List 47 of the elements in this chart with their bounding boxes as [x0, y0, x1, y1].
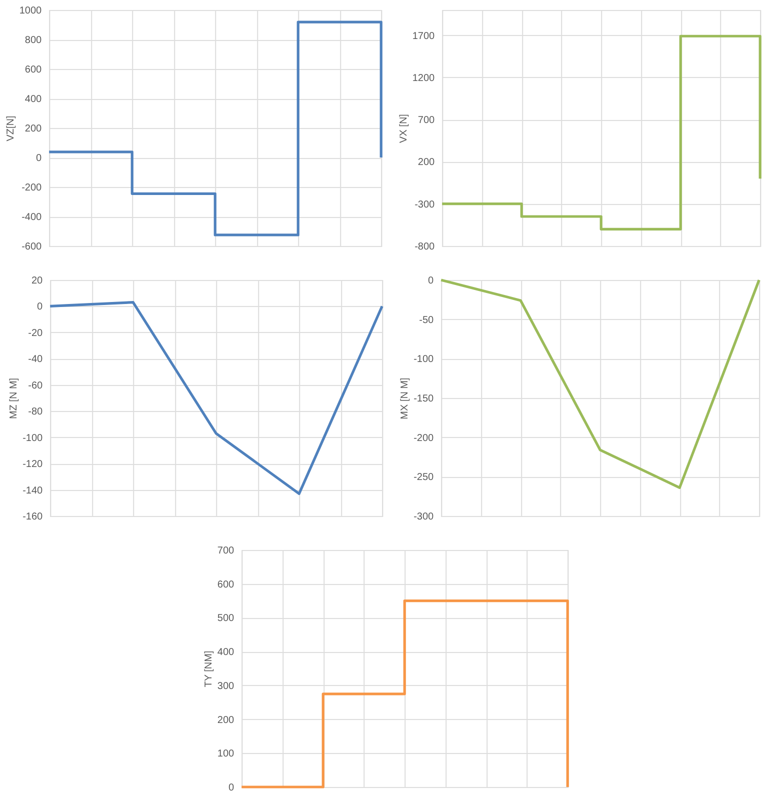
y-axis-title: VZ[N] [5, 116, 16, 142]
y-tick-label: -40 [28, 354, 44, 366]
y-tick-label: -400 [22, 212, 42, 223]
y-tick-label: 1700 [412, 30, 436, 42]
y-tick-label: 0 [36, 153, 42, 164]
y-tick-label: 1200 [412, 72, 436, 84]
line-series [48, 300, 384, 496]
y-tick-label: 600 [24, 64, 42, 76]
y-tick-label: -100 [22, 432, 44, 444]
y-tick-label: -300 [414, 199, 436, 210]
y-tick-label: -80 [28, 406, 44, 418]
y-tick-label: 0 [228, 782, 235, 792]
y-tick-label: -800 [414, 242, 436, 252]
y-tick-label: -160 [22, 512, 44, 522]
y-tick-label: -100 [414, 354, 434, 366]
y-tick-label: -300 [414, 512, 434, 522]
y-tick-label: 0 [37, 302, 44, 313]
y-tick-label: 0 [428, 276, 434, 286]
y-tick-label: -20 [28, 328, 44, 339]
y-tick-label: 300 [217, 680, 235, 692]
y-tick-label: 200 [24, 124, 42, 134]
y-tick-label: -250 [414, 472, 434, 484]
y-tick-label: 700 [217, 546, 235, 556]
y-tick-label: -50 [419, 314, 434, 326]
y-axis-title: TY [NM] [203, 650, 214, 688]
y-axis-title: MX [N M] [400, 377, 411, 420]
y-tick-label: 400 [24, 94, 42, 105]
y-tick-label: 200 [418, 157, 436, 168]
y-tick-label: 1000 [19, 6, 42, 16]
y-axis-title: MZ [N M] [8, 378, 20, 420]
y-tick-label: 200 [217, 714, 235, 726]
y-tick-label: -200 [414, 432, 434, 444]
y-tick-label: -120 [22, 459, 44, 470]
y-tick-label: -600 [22, 242, 42, 252]
y-tick-label: -200 [22, 182, 42, 194]
y-tick-label: 100 [217, 748, 235, 760]
y-tick-label: 20 [31, 276, 44, 286]
line-series [440, 278, 760, 489]
y-tick-label: -140 [22, 485, 44, 496]
y-tick-label: 400 [217, 647, 235, 658]
y-axis-title: VX [N] [398, 114, 410, 143]
y-tick-label: 500 [217, 613, 235, 624]
y-tick-label: -60 [28, 380, 44, 392]
y-tick-label: 800 [24, 35, 42, 46]
y-tick-label: 700 [418, 115, 436, 126]
y-tick-label: 600 [217, 579, 235, 590]
y-tick-label: -150 [414, 394, 434, 404]
